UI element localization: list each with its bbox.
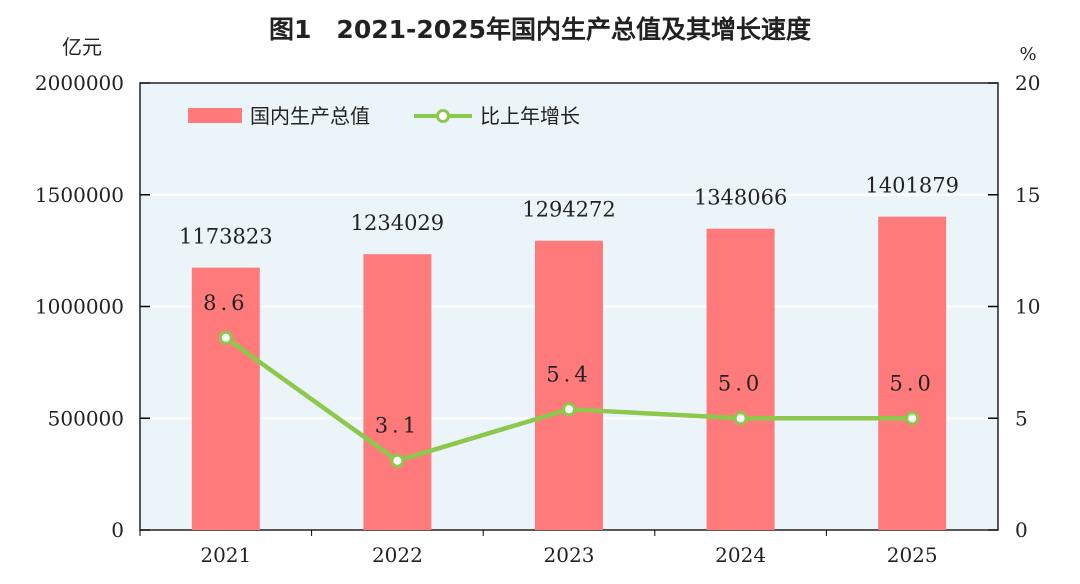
legend: 国内生产总值 比上年增长 bbox=[188, 104, 580, 128]
x-tick-label: 2022 bbox=[372, 543, 423, 567]
y-left-tick-label: 1000000 bbox=[35, 295, 124, 319]
bar-2025 bbox=[878, 216, 947, 530]
y-left-tick-label: 0 bbox=[111, 518, 124, 542]
growth-value-label: 8.6 bbox=[203, 291, 248, 315]
bar-2022 bbox=[363, 254, 432, 530]
x-tick-label: 2024 bbox=[715, 543, 766, 567]
chart-title: 图1 2021-2025年国内生产总值及其增长速度 bbox=[269, 15, 811, 44]
bar-2023 bbox=[535, 240, 603, 530]
legend-label-growth: 比上年增长 bbox=[480, 104, 580, 128]
bar-2024 bbox=[706, 228, 775, 530]
x-tick-label: 2021 bbox=[200, 543, 251, 567]
growth-value-label: 5.0 bbox=[718, 371, 763, 395]
y-left-tick-label: 1500000 bbox=[35, 183, 124, 207]
growth-point-2021 bbox=[218, 330, 233, 345]
legend-label-gdp: 国内生产总值 bbox=[250, 104, 370, 128]
y-right-tick-label: 5 bbox=[1015, 406, 1028, 430]
y-left-tick-label: 500000 bbox=[48, 406, 124, 430]
y-right-tick-label: 20 bbox=[1015, 71, 1040, 95]
y-axis-left-unit: 亿元 bbox=[62, 35, 102, 59]
growth-point-2023 bbox=[562, 402, 576, 417]
bar-value-label: 1234029 bbox=[351, 211, 445, 235]
y-right-tick-label: 15 bbox=[1015, 183, 1040, 207]
y-right-tick-label: 10 bbox=[1015, 295, 1040, 319]
growth-value-label: 5.4 bbox=[546, 362, 591, 386]
x-tick-label: 2025 bbox=[887, 543, 938, 567]
growth-value-label: 5.0 bbox=[889, 371, 934, 395]
growth-point-2025 bbox=[905, 411, 920, 426]
bar-value-label: 1401879 bbox=[865, 174, 959, 198]
x-tick-label: 2023 bbox=[544, 543, 595, 567]
growth-point-2024 bbox=[733, 411, 748, 426]
bar-value-label: 1348066 bbox=[694, 186, 788, 210]
y-right-tick-label: 0 bbox=[1015, 518, 1028, 542]
y-axis-right-unit: % bbox=[1019, 44, 1036, 65]
y-left-tick-label: 2000000 bbox=[35, 71, 124, 95]
bar-value-label: 1173823 bbox=[179, 225, 273, 249]
legend-swatch-marker bbox=[436, 109, 450, 123]
bar-value-label: 1294272 bbox=[522, 198, 616, 222]
legend-swatch-bar bbox=[188, 108, 242, 123]
growth-value-label: 3.1 bbox=[375, 414, 420, 438]
growth-point-2022 bbox=[390, 453, 405, 468]
bar-2021 bbox=[191, 267, 260, 530]
